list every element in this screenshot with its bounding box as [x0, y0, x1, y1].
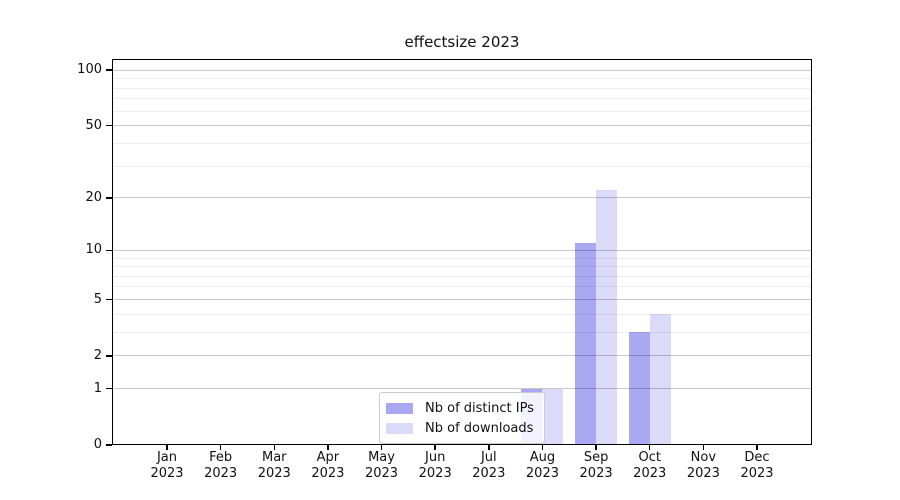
x-tick-label-Dec: Dec 2023 [727, 450, 787, 482]
x-tick-label-Jun: Jun 2023 [405, 450, 465, 482]
plot-area: 0 1 2 5 10 20 50 100 Jan 2023 Feb 2023 Mar 2023 Apr 202… [77, 59, 812, 481]
legend-item-downloads: Nb of downloads [386, 418, 536, 438]
y-tick-label-0: 0 [93, 437, 102, 452]
gridline-major-5 [112, 299, 812, 300]
gridline-major-20 [112, 197, 812, 199]
x-tick-Mar [273, 445, 276, 450]
bar-downloads-Oct [649, 314, 671, 445]
x-tick-month: Aug [529, 450, 556, 465]
y-tick-label-100: 100 [77, 62, 102, 78]
y-tick-5 [105, 298, 112, 301]
x-tick-month: Sep [583, 450, 609, 465]
x-tick-month: Dec [744, 450, 770, 465]
gridline-minor-7 [112, 275, 812, 277]
y-tick-10 [105, 249, 112, 252]
x-tick-month: May [368, 450, 395, 465]
x-tick-label-Sep: Sep 2023 [566, 450, 626, 482]
y-tick-label-20: 20 [85, 189, 102, 205]
x-tick-Oct [648, 445, 651, 450]
x-tick-Jan [166, 445, 168, 450]
x-tick-year: 2023 [472, 466, 506, 481]
gridline-minor-30 [112, 165, 812, 167]
gridline-major-50 [112, 125, 812, 127]
gridline-major-100 [112, 69, 812, 71]
legend-swatch-downloads [386, 422, 413, 434]
gridline-minor-90 [112, 78, 812, 80]
gridline-minor-40 [112, 142, 812, 144]
x-tick-year: 2023 [633, 466, 667, 481]
x-tick-label-Oct: Oct 2023 [620, 450, 680, 482]
x-tick-Jul [488, 445, 490, 450]
legend-label-downloads: Nb of downloads [425, 420, 534, 436]
legend: Nb of distinct IPs Nb of downloads [379, 392, 545, 444]
gridline-minor-4 [112, 313, 812, 315]
gridline-minor-70 [112, 98, 812, 100]
x-tick-label-Jul: Jul 2023 [459, 450, 519, 482]
gridline-minor-8 [112, 266, 812, 268]
y-tick-label-10: 10 [85, 242, 102, 258]
x-tick-month: Jul [480, 450, 497, 465]
y-tick-label-5: 5 [93, 291, 102, 307]
bar-distinct-ips-Sep [575, 243, 597, 445]
bar-downloads-Sep [596, 190, 618, 445]
x-tick-Jun [434, 445, 436, 450]
y-tick-label-1: 1 [93, 380, 102, 396]
legend-swatch-distinct-ips [386, 402, 413, 414]
x-tick-month: Feb [209, 450, 233, 465]
chart-title: effectsize 2023 [404, 33, 520, 51]
x-tick-month: Jan [156, 450, 178, 465]
gridline-major-2 [112, 355, 812, 357]
x-tick-label-Mar: Mar 2023 [244, 450, 304, 482]
x-tick-year: 2023 [579, 466, 613, 481]
x-tick-year: 2023 [525, 466, 559, 481]
x-tick-year: 2023 [686, 466, 720, 481]
x-tick-label-May: May 2023 [352, 450, 412, 482]
x-tick-label-Jan: Jan 2023 [137, 450, 197, 482]
y-tick-20 [105, 197, 112, 199]
x-tick-label-Aug: Aug 2023 [512, 450, 572, 482]
x-tick-May [380, 445, 383, 450]
gridline-minor-60 [112, 110, 812, 112]
x-tick-Dec [756, 445, 758, 450]
y-tick-2 [105, 355, 112, 357]
y-tick-1 [105, 387, 112, 390]
x-tick-month: Nov [690, 450, 717, 465]
x-tick-month: Jun [425, 450, 446, 465]
x-tick-month: Oct [638, 450, 661, 465]
x-tick-year: 2023 [150, 466, 184, 481]
y-tick-label-50: 50 [85, 117, 102, 133]
x-tick-month: Apr [316, 450, 340, 465]
gridline-major-10 [112, 249, 812, 251]
x-tick-Nov [702, 445, 705, 450]
legend-label-distinct-ips: Nb of distinct IPs [425, 400, 534, 416]
x-tick-year: 2023 [418, 466, 452, 481]
y-tick-50 [105, 124, 112, 127]
x-tick-label-Feb: Feb 2023 [191, 450, 251, 482]
gridline-minor-3 [112, 331, 812, 333]
x-tick-Sep [595, 445, 597, 450]
x-tick-Aug [541, 445, 544, 450]
x-tick-Feb [219, 445, 222, 450]
y-tick-label-2: 2 [93, 347, 102, 363]
gridline-minor-6 [112, 286, 812, 288]
legend-item-distinct-ips: Nb of distinct IPs [386, 398, 536, 418]
gridline-minor-80 [112, 87, 812, 89]
x-tick-label-Apr: Apr 2023 [298, 450, 358, 482]
x-tick-year: 2023 [257, 466, 291, 481]
bar-downloads-Aug [542, 388, 564, 445]
x-tick-year: 2023 [740, 466, 774, 481]
y-tick-100 [105, 69, 112, 71]
x-tick-year: 2023 [204, 466, 238, 481]
x-tick-month: Mar [262, 450, 287, 465]
bar-distinct-ips-Oct [628, 332, 650, 445]
x-tick-year: 2023 [311, 466, 345, 481]
x-tick-year: 2023 [364, 466, 399, 481]
y-tick-0 [105, 444, 112, 446]
x-tick-label-Nov: Nov 2023 [673, 450, 733, 482]
gridline-major-1 [112, 388, 812, 390]
x-tick-Apr [327, 445, 329, 450]
gridline-minor-9 [112, 257, 812, 259]
